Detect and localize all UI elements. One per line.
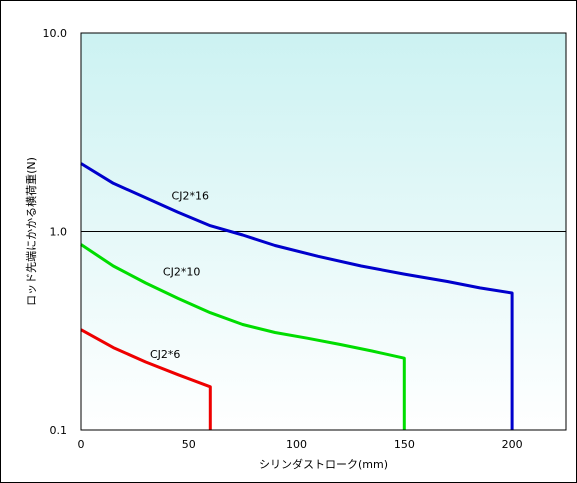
x-tick-label: 100 [286,438,307,451]
y-axis-title: ロッド先端にかかる横荷重(N) [24,157,38,306]
x-axis-title: シリンダストローク(mm) [259,457,388,471]
x-tick-label: 200 [502,438,523,451]
y-axis-ticks: 0.1 1.0 10.0 [43,27,68,437]
series-line-cj2-16 [80,162,514,430]
plot-border [80,32,567,431]
y-tick-label: 10.0 [43,27,68,40]
series-label: CJ2*10 [163,266,200,279]
series-label: CJ2*6 [150,348,180,361]
y-tick-label: 0.1 [50,424,68,437]
series-group [80,162,514,430]
x-tick-label: 150 [394,438,415,451]
series-label: CJ2*16 [172,189,209,202]
y-tick-label: 1.0 [50,226,68,239]
series-line-cj2-10 [80,243,406,430]
x-axis-ticks: 0 50 100 150 200 [78,438,523,451]
series-labels: CJ2*16 CJ2*10 CJ2*6 [150,189,209,361]
x-tick-label: 0 [78,438,85,451]
x-tick-label: 50 [182,438,196,451]
series-line-cj2-6 [80,328,212,430]
